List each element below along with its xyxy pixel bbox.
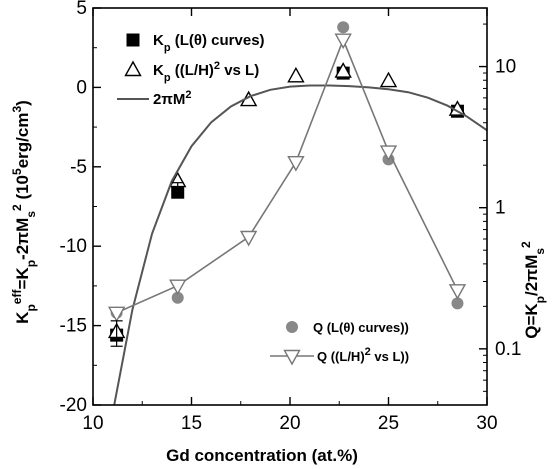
data-point <box>107 306 126 323</box>
title-part: ) <box>13 100 32 106</box>
legend-label-part: ((L/H) <box>171 62 214 79</box>
legend-label: Q ((L/H)2 vs L)) <box>317 346 409 364</box>
series-layer <box>107 21 487 405</box>
legend-label-part: K <box>153 32 164 49</box>
title-part: /2πM <box>522 255 541 296</box>
title-part: -2πM <box>13 218 32 260</box>
title-part: erg/cm <box>13 113 32 169</box>
legend-label-part: 2 <box>185 89 191 101</box>
data-point <box>337 21 350 34</box>
y-left-tick-label: -20 <box>60 395 87 416</box>
x-tick-label: 30 <box>476 413 497 434</box>
title-part: 2 <box>10 204 24 211</box>
legend-label-part: Q ((L/H) <box>317 349 365 364</box>
legend-marker <box>283 349 301 366</box>
data-point <box>334 62 352 78</box>
data-point <box>451 297 464 310</box>
x-tick-label: 10 <box>82 413 103 434</box>
x-tick-label: 15 <box>181 413 202 434</box>
data-point <box>334 33 352 50</box>
x-tick-label: 20 <box>279 413 300 434</box>
title-part: s <box>533 248 547 255</box>
legend-label-part: K <box>153 62 164 79</box>
legend-label-part: 2πM <box>153 91 185 108</box>
y-left-tick-label: -15 <box>60 316 87 337</box>
title-part: s <box>24 211 38 218</box>
y-left-tick-label: 0 <box>76 77 87 98</box>
data-point <box>171 291 184 304</box>
y-left-axis-title: Kpeff=Kp-2πMs2 (105erg/cm3) <box>10 100 38 324</box>
legend-label: Kp ((L/H)2 vs L) <box>153 60 259 84</box>
legend-label-part: p <box>164 42 171 54</box>
title-part: 2 <box>519 241 533 248</box>
legend-label: 2πM2 <box>153 89 191 108</box>
data-point <box>287 66 305 83</box>
data-point <box>239 230 258 247</box>
legend-label-part: vs L)) <box>371 349 409 364</box>
x-tick-label: 25 <box>378 413 399 434</box>
data-point <box>379 71 398 88</box>
y-right-tick-label: 10 <box>495 57 516 78</box>
legend-label-part: 2 <box>365 346 371 358</box>
data-point <box>448 284 467 300</box>
y-right-axis-title: Q=Kp/2πMs2 <box>519 241 547 339</box>
title-part: K <box>13 311 32 324</box>
legend-label-part: (L(θ) curves) <box>171 32 265 49</box>
title-part: p <box>24 260 38 267</box>
legend-label: Kp (L(θ) curves) <box>153 32 265 54</box>
title-part: p <box>533 296 547 303</box>
title-part: Q=K <box>522 303 541 339</box>
legend-marker <box>126 33 140 47</box>
legend-label: Q (L(θ) curves)) <box>313 320 409 335</box>
title-part: p <box>24 304 38 311</box>
title-part: =K <box>13 267 32 290</box>
legend-marker <box>286 321 298 333</box>
x-axis-title: Gd concentration (at.%) <box>166 446 358 465</box>
legend-marker <box>124 60 142 77</box>
data-point <box>169 279 187 296</box>
title-part: eff <box>10 289 24 305</box>
legend-label-part: p <box>164 72 171 84</box>
data-point <box>287 156 305 172</box>
y-left-tick-label: -5 <box>70 157 87 178</box>
y-right-tick-label: 1 <box>495 198 506 219</box>
title-part: (10 <box>13 175 32 204</box>
y-left-tick-label: -10 <box>60 236 87 257</box>
y-right-tick-label: 0.1 <box>495 339 521 360</box>
legend-label-part: vs L) <box>220 62 259 79</box>
series-line-2piM2 <box>113 84 487 405</box>
title-part: 5 <box>10 168 24 175</box>
title-part: 3 <box>10 106 24 113</box>
legend-label-part: 2 <box>214 60 220 72</box>
axes-layer: 10 15 20 25 30 -20 -15 -10 -5 0 5 0.1 1 10 <box>60 0 522 434</box>
y-left-tick-label: 5 <box>76 0 87 19</box>
data-point <box>379 145 398 161</box>
